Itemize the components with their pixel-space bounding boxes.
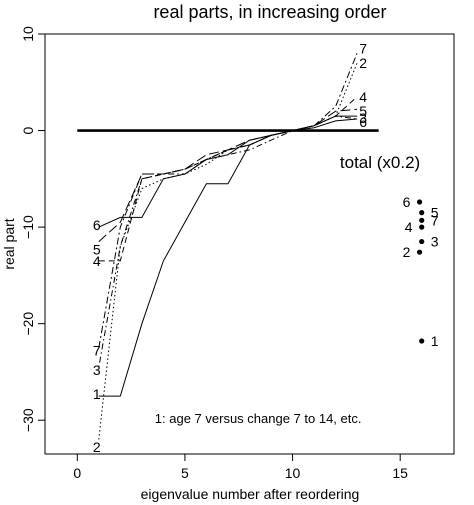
series-start-label-2: 2	[93, 439, 101, 455]
x-tick-label: 10	[285, 465, 301, 481]
x-axis: 0 5 10 15	[73, 454, 408, 481]
total-point-3	[419, 238, 425, 245]
series-end-label-5: 5	[359, 103, 367, 119]
series-end-label-2: 2	[359, 55, 367, 71]
y-axis-label: real part	[1, 218, 17, 269]
series-line-2	[98, 62, 358, 440]
series-line-3	[98, 115, 358, 368]
series-start-label-7: 7	[93, 343, 101, 359]
series-end-label-7: 7	[359, 40, 367, 56]
total-point-label-3: 3	[431, 234, 439, 250]
plot-frame	[44, 33, 455, 455]
y-tick-label: 10	[20, 26, 36, 42]
y-axis: −30 −20 −10 0 10	[20, 26, 45, 432]
total-point-label-2: 2	[403, 244, 411, 260]
y-tick-label: 0	[20, 126, 36, 134]
y-tick-label: −30	[20, 408, 36, 432]
series-end-label-6: 6	[359, 114, 367, 130]
chart-title: real parts, in increasing order	[153, 2, 386, 22]
series-line-7	[98, 53, 358, 348]
y-tick-label: −20	[20, 312, 36, 336]
series-end-label-4: 4	[359, 89, 367, 105]
total-point-label-1: 1	[431, 333, 439, 349]
annotation-note: 1: age 7 versus change 7 to 14, etc.	[155, 411, 362, 426]
series-start-label-6: 6	[93, 217, 101, 233]
x-tick-label: 15	[392, 465, 408, 481]
total-point-7	[419, 217, 425, 223]
total-point-label-7: 7	[431, 212, 439, 228]
series-line-1	[98, 118, 358, 397]
y-tick-label: −10	[20, 215, 36, 239]
total-point-6	[416, 199, 423, 205]
total-point-2	[416, 249, 423, 255]
total-point-label-5: 5	[431, 205, 439, 221]
series-line-6	[98, 115, 358, 228]
series-start-label-5: 5	[93, 241, 101, 257]
total-point-4	[419, 224, 425, 230]
series-start-label-3: 3	[93, 362, 101, 378]
series-end-label-3: 3	[359, 110, 367, 126]
series-start-label-4: 4	[93, 253, 101, 269]
x-tick-label: 0	[73, 465, 81, 481]
total-title: total (x0.2)	[340, 153, 420, 172]
series-start-label-1: 1	[93, 386, 101, 402]
x-tick-label: 5	[181, 465, 189, 481]
series-line-5	[98, 108, 358, 242]
total-point-5	[419, 210, 425, 216]
x-axis-label: eigenvalue number after reordering	[141, 486, 360, 502]
total-point-1	[419, 338, 425, 344]
total-point-label-6: 6	[403, 194, 411, 210]
total-point-label-4: 4	[405, 219, 413, 235]
